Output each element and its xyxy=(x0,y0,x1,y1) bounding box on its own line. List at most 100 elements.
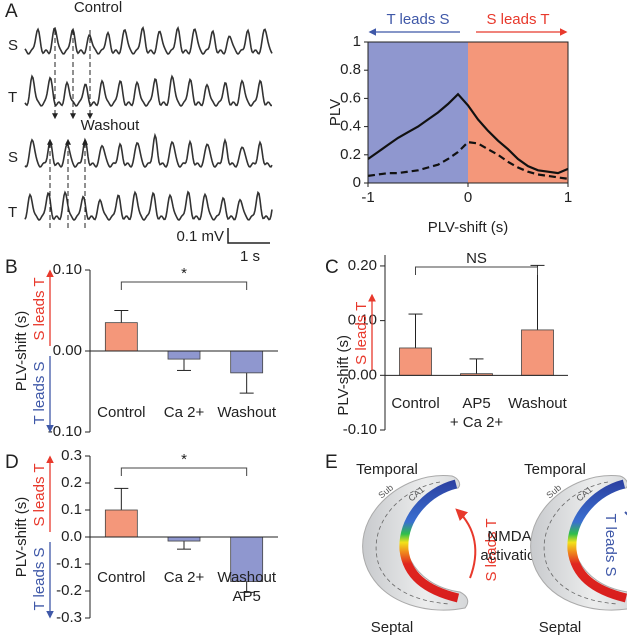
x-axis-label: PLV-shift (s) xyxy=(428,219,509,236)
y-axis-label: PLV xyxy=(327,99,344,126)
x-tick-label: Washout xyxy=(217,569,276,586)
transition-label: NMDAr xyxy=(487,528,536,545)
bar xyxy=(167,350,201,360)
direction-label: S leads T xyxy=(31,277,48,340)
bar xyxy=(167,536,201,542)
significance-label: NS xyxy=(466,250,487,267)
panel-label: B xyxy=(5,257,18,278)
y-tick-label: 0.20 xyxy=(348,257,377,274)
layer-line xyxy=(543,481,619,605)
y-tick-label: -0.1 xyxy=(56,555,82,572)
x-tick-label: AP5 xyxy=(232,588,260,605)
x-tick-label: -1 xyxy=(361,189,374,206)
x-tick-label: 0 xyxy=(464,189,472,206)
direction-label: S leads T xyxy=(353,302,370,365)
y-tick-label: 0.4 xyxy=(340,118,361,135)
traces: Control Washout S T S T 0.1 mV 1 s xyxy=(8,0,273,265)
region xyxy=(468,42,568,183)
x-tick-label: Washout xyxy=(217,404,276,421)
scale-bar xyxy=(227,228,270,244)
scale-label: 0.1 mV xyxy=(176,228,224,245)
x-tick-label: Control xyxy=(391,395,439,412)
x-tick-label: Ca 2+ xyxy=(164,569,205,586)
region-label: Temporal xyxy=(356,461,418,478)
x-tick-label: Ca 2+ xyxy=(164,404,205,421)
bar xyxy=(230,536,264,582)
direction-label: T leads S xyxy=(31,547,48,610)
x-tick-label: AP5 xyxy=(462,395,490,412)
region xyxy=(368,42,468,183)
region-label: T leads S xyxy=(386,11,449,28)
y-tick-label: 0.3 xyxy=(61,447,82,464)
x-tick-label: + Ca 2+ xyxy=(450,414,504,431)
y-tick-label: 0.10 xyxy=(348,312,377,329)
hippocampus-left: Temporal Septal Sub CA1 S leads T xyxy=(356,461,500,636)
y-tick-label: -0.10 xyxy=(48,423,82,440)
hippocampus-right: Temporal Septal Sub CA1 T leads S xyxy=(524,461,627,636)
y-tick-label: 0.00 xyxy=(348,366,377,383)
region-label: Septal xyxy=(539,619,582,636)
arrow-label: T leads S xyxy=(602,513,619,576)
y-tick-label: 0.8 xyxy=(340,61,361,78)
significance-label: * xyxy=(181,451,187,468)
bar xyxy=(521,329,554,376)
row-label: S xyxy=(8,149,18,166)
row-label: T xyxy=(8,204,17,221)
direction-label: T leads S xyxy=(31,361,48,424)
transition-label: activation xyxy=(480,547,543,564)
y-tick-label: 0.00 xyxy=(53,342,82,359)
y-tick-label: 0.10 xyxy=(53,261,82,278)
y-axis-label: PLV-shift (s) xyxy=(335,335,352,416)
trace-title: Control xyxy=(74,0,122,16)
bar xyxy=(399,347,432,376)
row-label: S xyxy=(8,37,18,54)
bar xyxy=(104,322,138,352)
y-tick-label: -0.3 xyxy=(56,609,82,626)
bar xyxy=(104,509,138,538)
series-line xyxy=(367,92,569,175)
x-tick-label: 1 xyxy=(564,189,572,206)
direction-arrow xyxy=(455,508,477,579)
significance-label: * xyxy=(181,265,187,282)
arrow-label: S leads T xyxy=(483,518,500,581)
y-tick-label: -0.2 xyxy=(56,582,82,599)
series-line xyxy=(367,140,569,180)
trace-title: Washout xyxy=(81,117,140,134)
direction-label: S leads T xyxy=(31,463,48,526)
y-tick-label: 0.2 xyxy=(340,146,361,163)
y-tick-label: 0.6 xyxy=(340,89,361,106)
y-tick-label: 0.0 xyxy=(61,528,82,545)
region-label: S leads T xyxy=(486,11,549,28)
significance-bracket xyxy=(415,266,538,275)
cell-layer xyxy=(567,479,627,603)
y-tick-label: -0.10 xyxy=(343,421,377,438)
panel-label: D xyxy=(5,452,19,473)
y-tick-label: 0.1 xyxy=(61,501,82,518)
y-axis-label: PLV-shift (s) xyxy=(13,311,30,392)
panel-label: C xyxy=(325,257,339,278)
y-tick-label: 1 xyxy=(353,33,361,50)
trace xyxy=(24,25,273,56)
panel-label: A xyxy=(5,1,18,22)
scale-label: 1 s xyxy=(240,248,260,265)
significance-bracket xyxy=(120,281,248,290)
x-tick-label: Control xyxy=(97,569,145,586)
region-label: Temporal xyxy=(524,461,586,478)
layer-line xyxy=(375,481,451,605)
trace xyxy=(24,190,273,222)
significance-bracket xyxy=(120,467,248,476)
cell-layer xyxy=(399,479,460,603)
trace xyxy=(24,132,273,169)
row-label: T xyxy=(8,89,17,106)
x-tick-label: Control xyxy=(97,404,145,421)
trace xyxy=(24,74,272,108)
x-tick-label: Washout xyxy=(508,395,567,412)
y-tick-label: 0 xyxy=(353,174,361,191)
y-tick-label: 0.2 xyxy=(61,474,82,491)
diagram: Temporal Septal Sub CA1 S leads T NMDAr … xyxy=(356,461,627,636)
bar xyxy=(230,350,264,374)
region-label: Septal xyxy=(371,619,414,636)
y-axis-label: PLV-shift (s) xyxy=(13,497,30,578)
panel-label: E xyxy=(325,452,338,473)
